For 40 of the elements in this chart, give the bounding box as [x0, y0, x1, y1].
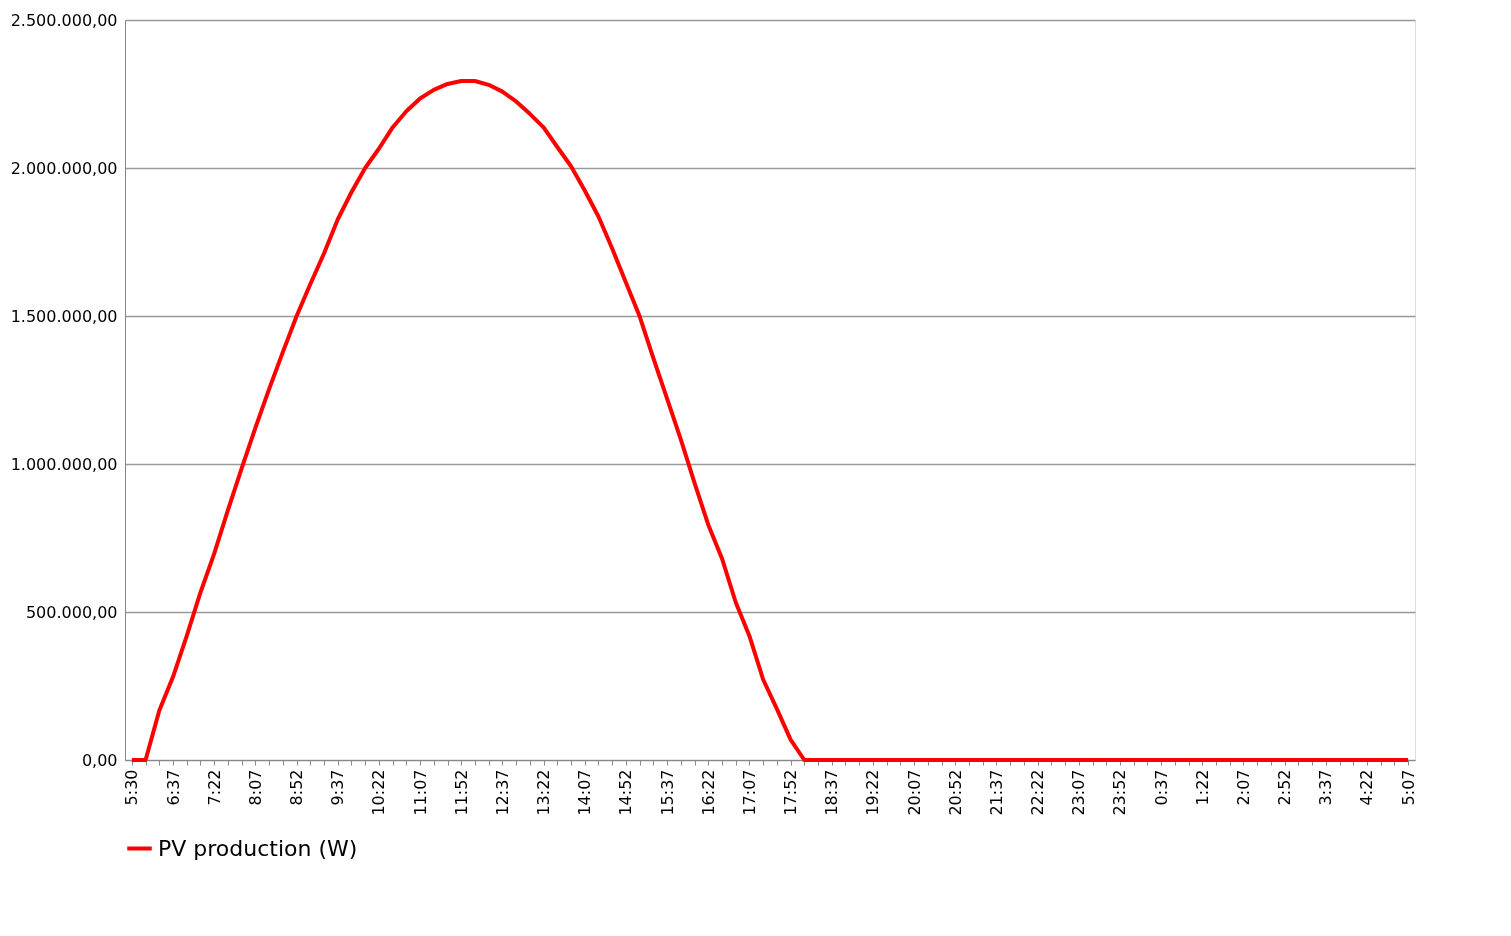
x-tick-label: 4:22 — [1357, 769, 1377, 806]
x-tick-label: 19:22 — [863, 769, 883, 816]
x-tick-label: 12:37 — [492, 769, 512, 816]
y-tick-label: 2.000.000,00 — [10, 158, 118, 178]
x-tick-label: 15:37 — [657, 769, 677, 816]
y-tick-label: 0,00 — [81, 750, 118, 770]
x-tick-label: 16:22 — [698, 769, 718, 816]
x-tick-label: 9:37 — [328, 769, 348, 806]
x-tick-label: 8:52 — [287, 769, 307, 806]
x-tick-label: 21:37 — [986, 769, 1006, 816]
x-tick-label: 20:07 — [904, 769, 924, 816]
x-tick-label: 1:22 — [1192, 769, 1212, 806]
x-tick-label: 7:22 — [204, 769, 224, 806]
x-tick-label: 0:37 — [1151, 769, 1171, 806]
x-tick-label: 11:07 — [410, 769, 430, 816]
x-tick-label: 17:52 — [781, 769, 801, 816]
x-tick-label: 18:37 — [822, 769, 842, 816]
x-tick-label: 6:37 — [163, 769, 183, 806]
x-tick-label: 17:07 — [739, 769, 759, 816]
y-tick-label: 500.000,00 — [25, 602, 118, 622]
x-tick-label: 8:07 — [245, 769, 265, 806]
x-tick-label: 2:07 — [1233, 769, 1253, 806]
x-tick-label: 10:22 — [369, 769, 389, 816]
x-tick-label: 3:37 — [1316, 769, 1336, 806]
x-tick-label: 20:52 — [945, 769, 965, 816]
x-tick-label: 14:07 — [575, 769, 595, 816]
x-tick-label: 5:30 — [122, 769, 142, 806]
x-tick-label: 5:07 — [1398, 769, 1418, 806]
legend-label: PV production (W) — [158, 835, 358, 861]
line-series — [129, 78, 1411, 762]
x-tick-label: 23:52 — [1110, 769, 1130, 816]
x-tick-label: 11:52 — [451, 769, 471, 816]
y-tick-label: 2.500.000,00 — [10, 10, 118, 30]
y-tick-label: 1.500.000,00 — [10, 306, 118, 326]
x-tick-label: 2:52 — [1275, 769, 1295, 806]
x-tick-label: 13:22 — [534, 769, 554, 816]
x-tick-label: 14:52 — [616, 769, 636, 816]
x-tick-label: 22:22 — [1028, 769, 1048, 816]
y-tick-label: 1.000.000,00 — [10, 454, 118, 474]
x-tick-label: 23:07 — [1069, 769, 1089, 816]
